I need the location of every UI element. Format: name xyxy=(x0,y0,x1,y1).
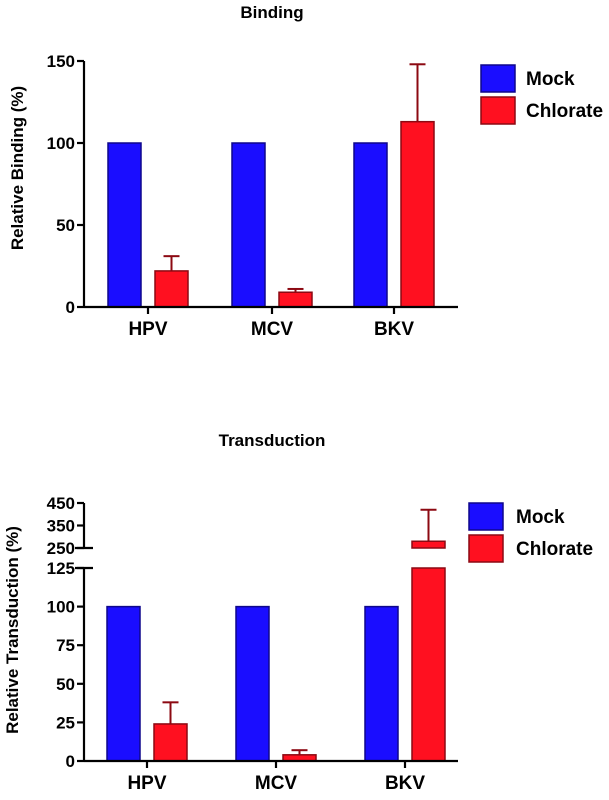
bars xyxy=(107,63,435,308)
y-tick-label: 250 xyxy=(47,539,75,558)
bar xyxy=(353,142,388,308)
bar xyxy=(278,291,313,308)
y-ticks: 0 50 100 150 xyxy=(47,52,84,317)
y-tick-label: 350 xyxy=(47,517,75,536)
axes xyxy=(75,503,458,768)
y-tick-label: 100 xyxy=(47,134,75,153)
category-labels: HPV MCV BKV xyxy=(127,773,425,794)
category-label: MCV xyxy=(255,773,298,794)
bar xyxy=(411,540,446,549)
bar xyxy=(231,142,266,308)
bar xyxy=(106,605,141,762)
legend-swatch xyxy=(468,534,504,563)
legend: Mock Chlorate xyxy=(480,64,603,125)
legend-label: Chlorate xyxy=(516,539,593,560)
y-tick-label: 50 xyxy=(56,216,75,235)
category-label: HPV xyxy=(127,773,166,794)
category-label: MCV xyxy=(251,319,294,340)
category-labels: HPV MCV BKV xyxy=(128,319,414,340)
legend-label: Mock xyxy=(516,507,565,528)
bar xyxy=(400,120,435,308)
y-tick-label: 125 xyxy=(47,559,75,578)
category-label: HPV xyxy=(128,319,167,340)
y-tick-label: 150 xyxy=(47,52,75,71)
binding-chart: Binding Relative Binding (%) 0 50 100 150 H… xyxy=(8,3,603,340)
bar xyxy=(411,567,446,762)
bar xyxy=(235,605,270,762)
y-tick-label: 100 xyxy=(47,598,75,617)
category-label: BKV xyxy=(374,319,414,340)
axes xyxy=(82,61,458,314)
legend-label: Chlorate xyxy=(526,101,603,122)
bar xyxy=(154,270,189,308)
bar xyxy=(364,605,399,762)
legend-swatch xyxy=(480,64,516,93)
legend-swatch xyxy=(468,502,504,531)
y-axis-label: Relative Transduction (%) xyxy=(3,526,22,734)
y-tick-label: 75 xyxy=(56,636,75,655)
category-label: BKV xyxy=(385,773,425,794)
y-tick-label: 0 xyxy=(66,752,75,771)
chart-title: Transduction xyxy=(219,431,326,450)
transduction-chart: Transduction Relative Transduction (%) 0… xyxy=(3,431,593,794)
legend-swatch xyxy=(480,96,516,125)
bars xyxy=(106,508,446,762)
y-tick-label: 0 xyxy=(66,298,75,317)
y-tick-label: 25 xyxy=(56,713,75,732)
y-tick-label: 450 xyxy=(47,494,75,513)
y-axis-label: Relative Binding (%) xyxy=(8,86,27,250)
legend: Mock Chlorate xyxy=(468,502,593,563)
chart-title: Binding xyxy=(240,3,303,22)
legend-label: Mock xyxy=(526,69,575,90)
bar xyxy=(107,142,142,308)
bar xyxy=(153,723,188,762)
y-tick-label: 50 xyxy=(56,675,75,694)
